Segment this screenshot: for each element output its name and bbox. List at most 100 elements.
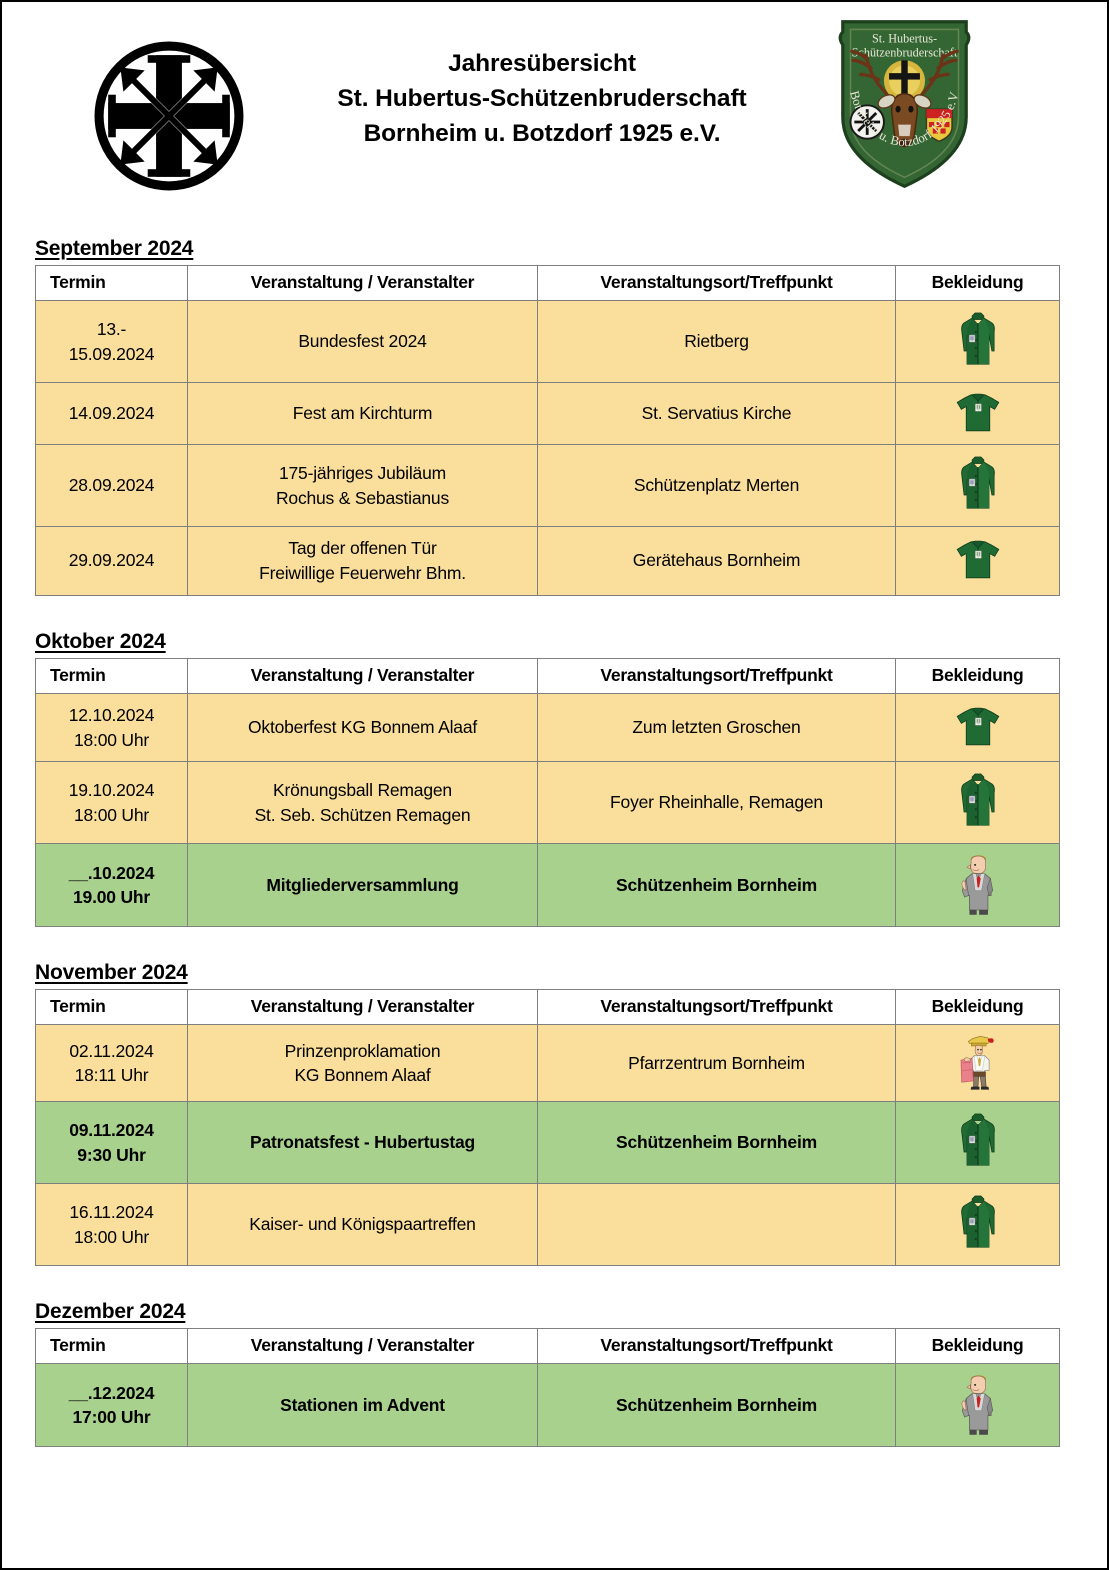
cell-bekleidung bbox=[895, 761, 1060, 845]
cell-veranstaltung: Oktoberfest KG Bonnem Alaaf bbox=[187, 692, 538, 763]
table-row: 16.11.2024 18:00 Uhr Kaiser- und Königspa… bbox=[35, 1183, 1060, 1267]
green-vest-icon bbox=[902, 1111, 1053, 1174]
column-header-veranstaltung: Veranstaltung / Veranstalter bbox=[187, 265, 538, 301]
event-line: Patronatsfest - Hubertustag bbox=[249, 1132, 476, 1153]
event-line: Stationen im Advent bbox=[280, 1394, 445, 1415]
cell-ort: St. Servatius Kirche bbox=[537, 382, 896, 445]
cell-veranstaltung: Patronatsfest - Hubertustag bbox=[187, 1101, 538, 1185]
table-row: 13.- 15.09.2024 Bundesfest 2024 Rietberg bbox=[35, 300, 1060, 383]
section-spacer bbox=[2, 207, 1107, 237]
column-header-termin: Termin bbox=[35, 989, 188, 1026]
termin-line: 18:00 Uhr bbox=[73, 1226, 150, 1247]
table-row: 02.11.2024 18:11 Uhr Prinzenproklamation K… bbox=[35, 1024, 1060, 1103]
event-line: Fest am Kirchturm bbox=[292, 403, 433, 424]
column-header-termin: Termin bbox=[35, 265, 188, 301]
cell-bekleidung bbox=[895, 1024, 1060, 1103]
green-polo-shirt-icon bbox=[902, 539, 1053, 582]
document-header: Jahresübersicht St. Hubertus-Schützenbru… bbox=[2, 2, 1107, 207]
cell-termin: __.12.2024 17:00 Uhr bbox=[35, 1363, 188, 1448]
event-line: Bundesfest 2024 bbox=[298, 331, 427, 352]
column-header-bekleidung: Bekleidung bbox=[895, 265, 1060, 301]
svg-text:St. Hubertus-: St. Hubertus- bbox=[872, 31, 937, 45]
termin-line: __.12.2024 bbox=[68, 1382, 155, 1403]
termin-line: 12.10.2024 bbox=[68, 704, 155, 725]
termin-line: 18:11 Uhr bbox=[74, 1065, 149, 1086]
cell-bekleidung bbox=[895, 1363, 1060, 1448]
month-section: Oktober 2024 Termin Veranstaltung / Vera… bbox=[35, 629, 1060, 928]
cell-ort: Rietberg bbox=[537, 300, 896, 383]
location-line: Zum letzten Groschen bbox=[632, 717, 801, 738]
table-header-row: Termin Veranstaltung / Veranstalter Vera… bbox=[35, 657, 1060, 694]
green-vest-icon bbox=[902, 1193, 1053, 1256]
green-vest-icon bbox=[902, 771, 1053, 834]
cell-ort: Pfarrzentrum Bornheim bbox=[537, 1024, 896, 1103]
column-header-ort: Veranstaltungsort/Treffpunkt bbox=[537, 265, 896, 301]
event-line: Krönungsball Remagen bbox=[273, 780, 452, 801]
cell-bekleidung bbox=[895, 526, 1060, 596]
cell-veranstaltung: Prinzenproklamation KG Bonnem Alaaf bbox=[187, 1024, 538, 1103]
table-row: 12.10.2024 18:00 Uhr Oktoberfest KG Bonne… bbox=[35, 692, 1060, 763]
termin-line: 17:00 Uhr bbox=[72, 1407, 151, 1428]
hubertus-crest-shield-logo: St. Hubertus- Schützenbruderschaft bbox=[826, 3, 982, 194]
location-line: Rietberg bbox=[684, 331, 749, 352]
location-line: Schützenheim Bornheim bbox=[616, 1394, 817, 1415]
cell-termin: 12.10.2024 18:00 Uhr bbox=[35, 692, 188, 763]
cell-termin: 16.11.2024 18:00 Uhr bbox=[35, 1183, 188, 1267]
termin-line: 15.09.2024 bbox=[68, 343, 155, 364]
table-header-row: Termin Veranstaltung / Veranstalter Vera… bbox=[35, 1328, 1060, 1365]
cell-termin: __.10.2024 19.00 Uhr bbox=[35, 843, 188, 928]
schedule-table: Termin Veranstaltung / Veranstalter Vera… bbox=[35, 657, 1060, 928]
cell-termin: 29.09.2024 bbox=[35, 526, 188, 596]
table-header-row: Termin Veranstaltung / Veranstalter Vera… bbox=[35, 989, 1060, 1026]
man-in-suit-icon bbox=[902, 853, 1053, 917]
month-heading: Dezember 2024 bbox=[35, 1300, 186, 1324]
title-line-3: Bornheim u. Botzdorf 1925 e.V. bbox=[363, 119, 721, 147]
table-row: __.10.2024 19.00 Uhr Mitgliederversammlun… bbox=[35, 843, 1060, 928]
section-spacer bbox=[2, 927, 1107, 961]
event-line: Kaiser- und Königspaartreffen bbox=[249, 1214, 476, 1235]
table-row: 09.11.2024 9:30 Uhr Patronatsfest - Huber… bbox=[35, 1101, 1060, 1185]
event-line: Mitgliederversammlung bbox=[266, 874, 459, 895]
termin-line: 02.11.2024 bbox=[69, 1040, 154, 1061]
location-line: Pfarrzentrum Bornheim bbox=[628, 1052, 805, 1073]
cell-termin: 19.10.2024 18:00 Uhr bbox=[35, 761, 188, 845]
page-title: Jahresübersicht St. Hubertus-Schützenbru… bbox=[257, 47, 827, 151]
termin-line: 19.10.2024 bbox=[68, 780, 155, 801]
cell-bekleidung bbox=[895, 1101, 1060, 1185]
cell-termin: 14.09.2024 bbox=[35, 382, 188, 445]
cell-veranstaltung: Tag der offenen Tür Freiwillige Feuerwehr… bbox=[187, 526, 538, 596]
event-line: Rochus & Sebastianus bbox=[275, 487, 450, 508]
schuetzen-cross-arrows-logo bbox=[93, 40, 245, 192]
event-line: St. Seb. Schützen Remagen bbox=[254, 804, 471, 825]
termin-line: 16.11.2024 bbox=[69, 1202, 154, 1223]
location-line: Schützenheim Bornheim bbox=[616, 1132, 817, 1153]
event-line: KG Bonnem Alaaf bbox=[294, 1065, 431, 1086]
termin-line: 28.09.2024 bbox=[68, 475, 155, 496]
month-heading: Oktober 2024 bbox=[35, 629, 166, 653]
cell-ort: Gerätehaus Bornheim bbox=[537, 526, 896, 596]
cell-ort bbox=[537, 1183, 896, 1267]
table-header-row: Termin Veranstaltung / Veranstalter Vera… bbox=[35, 265, 1060, 301]
cell-veranstaltung: 175-jähriges Jubiläum Rochus & Sebastianu… bbox=[187, 444, 538, 527]
column-header-veranstaltung: Veranstaltung / Veranstalter bbox=[187, 1328, 538, 1365]
table-row: __.12.2024 17:00 Uhr Stationen im Advent … bbox=[35, 1363, 1060, 1448]
column-header-veranstaltung: Veranstaltung / Veranstalter bbox=[187, 989, 538, 1026]
cell-ort: Zum letzten Groschen bbox=[537, 692, 896, 763]
event-line: Freiwillige Feuerwehr Bhm. bbox=[259, 562, 466, 583]
green-vest-icon bbox=[902, 310, 1053, 373]
column-header-ort: Veranstaltungsort/Treffpunkt bbox=[537, 657, 896, 694]
termin-line: 18:00 Uhr bbox=[73, 729, 150, 750]
location-line: Schützenplatz Merten bbox=[633, 475, 800, 496]
cell-bekleidung bbox=[895, 382, 1060, 445]
termin-line: __.10.2024 bbox=[68, 862, 155, 883]
termin-line: 29.09.2024 bbox=[68, 550, 155, 571]
cell-ort: Foyer Rheinhalle, Remagen bbox=[537, 761, 896, 845]
table-row: 29.09.2024 Tag der offenen Tür Freiwillig… bbox=[35, 526, 1060, 596]
termin-line: 13.- bbox=[96, 318, 127, 339]
green-polo-shirt-icon bbox=[902, 392, 1053, 435]
event-line: 175-jähriges Jubiläum bbox=[278, 462, 446, 483]
column-header-bekleidung: Bekleidung bbox=[895, 657, 1060, 694]
termin-line: 18:00 Uhr bbox=[73, 804, 150, 825]
cell-bekleidung bbox=[895, 1183, 1060, 1267]
location-line: Gerätehaus Bornheim bbox=[632, 550, 801, 571]
